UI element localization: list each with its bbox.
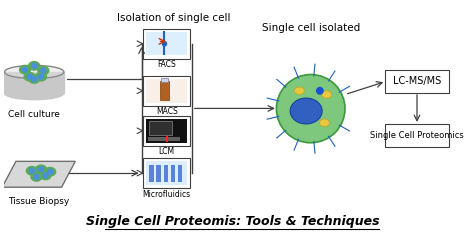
Text: Single cell isolated: Single cell isolated (262, 23, 360, 33)
Ellipse shape (36, 72, 46, 81)
Bar (156, 165, 161, 182)
Bar (4, 72, 64, 93)
Ellipse shape (19, 65, 30, 74)
Bar (164, 165, 168, 182)
Ellipse shape (29, 62, 40, 70)
FancyBboxPatch shape (385, 70, 449, 93)
Ellipse shape (4, 87, 64, 100)
Ellipse shape (29, 75, 40, 83)
Circle shape (38, 167, 44, 172)
Polygon shape (2, 161, 75, 187)
Ellipse shape (27, 167, 37, 175)
Text: MACS: MACS (156, 107, 178, 116)
Circle shape (34, 174, 39, 179)
Bar (148, 137, 181, 141)
FancyBboxPatch shape (144, 116, 190, 146)
Bar (146, 161, 187, 185)
FancyBboxPatch shape (144, 76, 190, 106)
Text: LC-MS/MS: LC-MS/MS (393, 76, 441, 86)
Ellipse shape (4, 65, 64, 79)
Ellipse shape (31, 173, 42, 181)
Ellipse shape (290, 98, 322, 124)
Bar (149, 165, 154, 182)
FancyBboxPatch shape (144, 29, 190, 59)
FancyBboxPatch shape (385, 124, 449, 147)
Bar (161, 78, 168, 82)
Circle shape (32, 63, 36, 68)
Ellipse shape (319, 119, 329, 127)
Text: Microfluidics: Microfluidics (143, 189, 191, 198)
Text: Single Cell Proteomis: Tools & Techniques: Single Cell Proteomis: Tools & Technique… (86, 215, 380, 228)
Circle shape (23, 67, 27, 72)
Text: Isolation of single cell: Isolation of single cell (117, 13, 230, 23)
Bar (160, 81, 169, 100)
FancyBboxPatch shape (144, 158, 190, 188)
Ellipse shape (36, 165, 46, 174)
Text: Cell culture: Cell culture (8, 109, 60, 119)
Ellipse shape (24, 72, 35, 81)
Circle shape (27, 74, 32, 79)
Text: Tissue Biopsy: Tissue Biopsy (8, 197, 69, 206)
Bar (171, 165, 175, 182)
Circle shape (317, 88, 323, 94)
Text: LCM: LCM (159, 147, 175, 156)
Ellipse shape (40, 171, 51, 180)
Text: FACS: FACS (157, 60, 176, 69)
Ellipse shape (38, 66, 49, 75)
Circle shape (29, 168, 34, 173)
Bar (146, 119, 187, 143)
Circle shape (41, 68, 46, 73)
Bar (149, 121, 172, 135)
Text: Single Cell Proteomics: Single Cell Proteomics (370, 131, 464, 140)
Bar (146, 79, 187, 103)
Circle shape (43, 173, 48, 178)
Ellipse shape (294, 87, 304, 94)
Bar (178, 165, 182, 182)
Bar (146, 32, 187, 55)
Circle shape (163, 42, 166, 46)
Circle shape (32, 76, 36, 82)
Ellipse shape (45, 168, 55, 176)
Circle shape (38, 74, 44, 79)
Circle shape (48, 169, 53, 174)
Ellipse shape (276, 74, 345, 143)
Ellipse shape (322, 91, 332, 98)
